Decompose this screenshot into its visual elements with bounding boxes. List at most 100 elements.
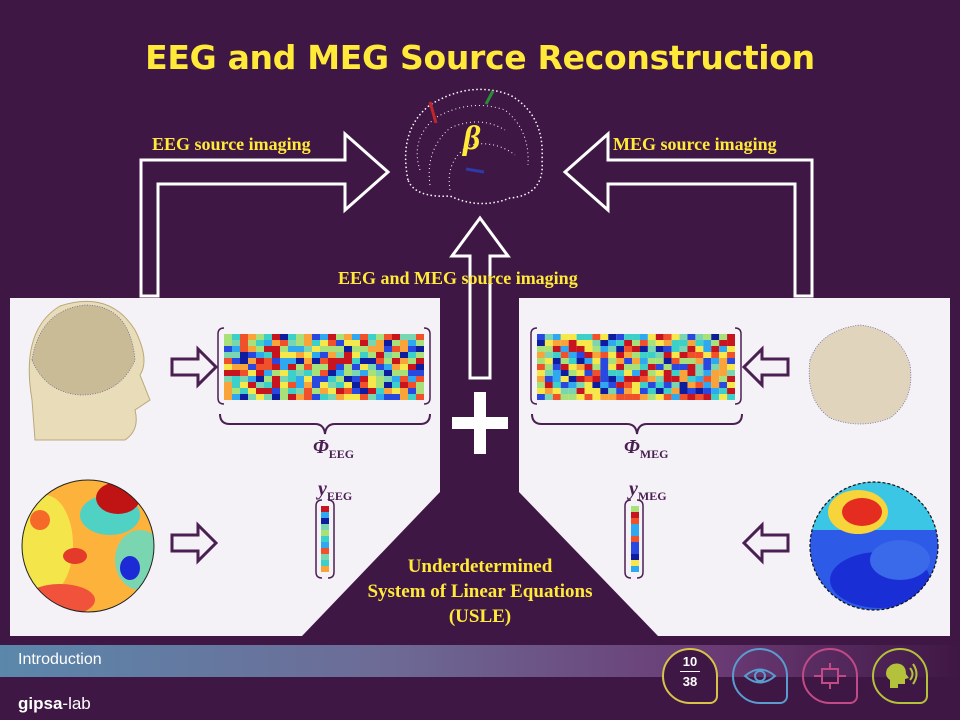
phi-eeg-cell [368,382,376,388]
phi-eeg-cell [400,376,408,382]
phi-eeg-cell [240,352,248,358]
phi-eeg-label: ΦEEG [313,436,355,461]
phi-meg-cell [608,346,617,352]
phi-meg-cell [592,358,601,364]
phi-eeg-cell [312,346,320,352]
beta-symbol: β [463,120,481,157]
phi-eeg-cell [272,382,280,388]
phi-eeg-cell [344,358,352,364]
phi-eeg-cell [256,358,264,364]
eye-icon[interactable] [732,648,788,704]
phi-meg-cell [663,352,672,358]
y-eeg-label: yEEG [318,478,353,503]
phi-eeg-cell [416,370,424,376]
phi-meg-cell [695,364,704,370]
phi-meg-cell [711,334,720,340]
y-meg-cell [631,506,639,512]
phi-meg-cell [592,340,601,346]
phi-eeg-cell [344,376,352,382]
phi-eeg-cell [232,388,240,394]
phi-eeg-cell [360,388,368,394]
phi-meg-cell [537,358,545,364]
section-label[interactable]: Introduction [18,651,102,668]
phi-meg-cell [568,340,577,346]
phi-eeg-cell [288,370,296,376]
phi-meg-cell [537,334,545,340]
phi-eeg-cell [280,352,288,358]
phi-eeg-cell [248,370,256,376]
phi-meg-cell [671,340,680,346]
phi-eeg-cell [264,334,272,340]
phi-eeg-cell [344,394,352,400]
phi-eeg-cell [240,346,248,352]
phi-meg-cell [608,358,617,364]
phi-meg-cell [719,388,728,394]
phi-meg-cell [624,352,633,358]
phi-meg-cell [727,346,735,352]
phi-meg-cell [608,382,617,388]
phi-meg-cell [655,388,664,394]
phi-meg-cell [663,370,672,376]
phi-eeg-cell [312,334,320,340]
phi-meg-cell [719,340,728,346]
phi-meg-cell [671,364,680,370]
circuit-icon[interactable] [802,648,858,704]
y-eeg-cell [321,542,329,548]
phi-eeg-cell [224,382,232,388]
phi-meg-cell [592,346,601,352]
phi-eeg-cell [288,346,296,352]
y-meg-cell [631,518,639,524]
phi-meg-cell [600,352,609,358]
phi-meg-cell [703,376,712,382]
phi-eeg-cell [304,388,312,394]
phi-meg-cell [552,334,561,340]
y-meg-cell [631,566,639,572]
page-total: 38 [682,674,698,689]
usle-label: Underdetermined System of Linear Equatio… [367,556,593,627]
meg-head-model-icon [808,324,912,425]
phi-meg-cell [624,370,633,376]
phi-meg-cell [568,352,577,358]
phi-eeg-cell [344,370,352,376]
phi-eeg-cell [384,370,392,376]
phi-eeg-cell [224,340,232,346]
phi-eeg-cell [408,334,416,340]
y-eeg-cell [321,554,329,560]
phi-eeg-cell [256,346,264,352]
phi-meg-cell [576,340,585,346]
page-counter[interactable]: 10 38 [662,648,718,704]
phi-meg-cell [711,394,720,400]
phi-meg-cell [584,370,593,376]
phi-eeg-cell [224,364,232,370]
phi-eeg-cell [280,370,288,376]
phi-meg-cell [671,346,680,352]
phi-eeg-cell [248,358,256,364]
phi-eeg-cell [272,388,280,394]
phi-eeg-cell [336,382,344,388]
phi-meg-cell [576,388,585,394]
phi-meg-cell [537,388,545,394]
phi-eeg-cell [288,352,296,358]
phi-eeg-cell [280,340,288,346]
phi-eeg-cell [240,376,248,382]
phi-meg-cell [600,346,609,352]
phi-eeg-cell [240,358,248,364]
phi-meg-cell [711,346,720,352]
phi-meg-cell [584,382,593,388]
phi-eeg-cell [400,364,408,370]
phi-meg-cell [727,352,735,358]
section-bar [0,645,960,677]
phi-meg-cell [537,370,545,376]
phi-meg-cell [639,334,648,340]
phi-meg-cell [560,364,569,370]
phi-meg-cell [687,370,696,376]
phi-meg-cell [663,376,672,382]
speech-head-icon[interactable] [872,648,928,704]
phi-meg-cell [624,358,633,364]
plus-sign-icon [452,392,508,454]
phi-meg-cell [608,370,617,376]
phi-meg-cell [695,352,704,358]
phi-eeg-cell [360,376,368,382]
phi-eeg-cell [256,340,264,346]
phi-meg-cell [695,382,704,388]
